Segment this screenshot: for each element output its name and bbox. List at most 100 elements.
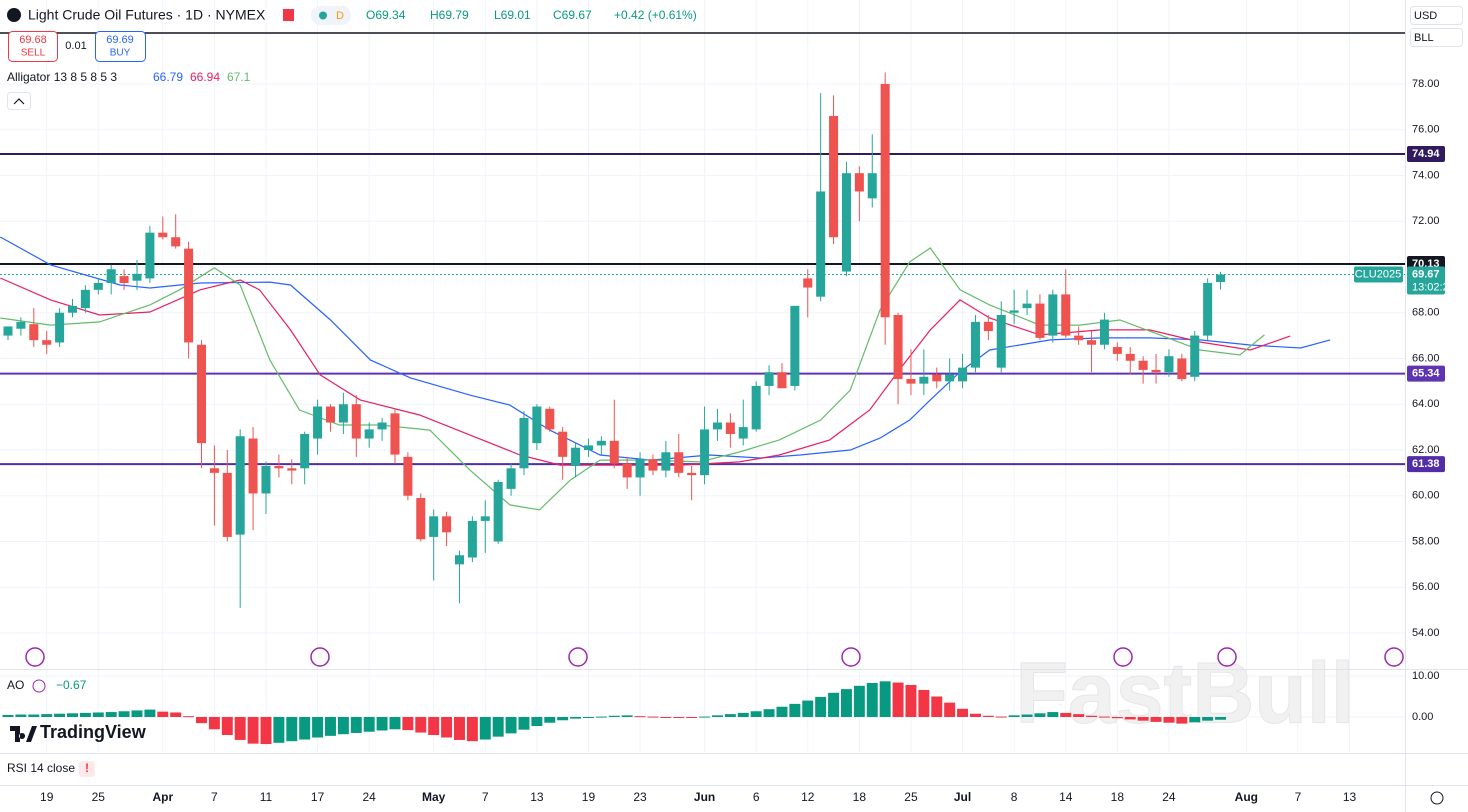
ao-bar xyxy=(737,712,749,717)
candle-body xyxy=(184,248,194,343)
alligator-label: Alligator 13 8 5 8 5 3 xyxy=(7,70,117,84)
ao-bar xyxy=(750,711,762,717)
x-tick-label: 13 xyxy=(530,790,544,804)
ao-bar xyxy=(144,709,156,717)
event-marker[interactable] xyxy=(25,647,45,667)
candle-body xyxy=(558,431,568,457)
collapse-button[interactable] xyxy=(7,92,31,110)
level-tag xyxy=(1407,145,1445,162)
candle-body xyxy=(1112,347,1122,354)
candle-body xyxy=(880,83,890,318)
candle-body xyxy=(1074,335,1084,341)
candle-body xyxy=(1125,353,1135,361)
ao-bar xyxy=(350,716,362,733)
event-marker[interactable] xyxy=(310,647,330,667)
rsi-alert-box[interactable] xyxy=(79,761,95,777)
ao-bar xyxy=(324,716,336,736)
ao-bar xyxy=(221,716,233,736)
candle-body xyxy=(571,447,581,466)
currency-box[interactable] xyxy=(1410,6,1463,25)
ao-bar xyxy=(866,682,878,717)
ao-bar xyxy=(853,685,865,717)
candle-body xyxy=(519,417,529,469)
ao-bar xyxy=(157,711,169,717)
ao-bar xyxy=(518,716,530,730)
event-marker[interactable] xyxy=(1217,647,1237,667)
ao-bar xyxy=(118,711,130,717)
candle-body xyxy=(725,422,735,434)
candle-body xyxy=(1022,303,1032,309)
ao-bar xyxy=(660,716,672,718)
ao-bar xyxy=(312,716,324,738)
candle-body xyxy=(351,404,361,439)
candle-body xyxy=(287,468,297,471)
axes: 19 25 Apr 7 11 17 24 May 7 13 19 23 Jun 6 12 18 25 Jul 8 14… xyxy=(40,78,1440,804)
flag-icon[interactable] xyxy=(283,9,294,21)
x-tick-label: Apr xyxy=(152,790,173,804)
event-marker[interactable] xyxy=(1113,647,1133,667)
ao-bar xyxy=(299,716,311,740)
ao-bar xyxy=(905,685,917,717)
candle-body xyxy=(42,340,52,345)
ao-bar xyxy=(286,716,298,742)
event-marker[interactable] xyxy=(568,647,588,667)
x-tick-label: 19 xyxy=(40,790,54,804)
candles xyxy=(3,72,1226,608)
alligator-legend: 66.79 66.94 67.1 xyxy=(153,70,251,84)
candle-body xyxy=(235,436,245,535)
sell-button[interactable] xyxy=(8,31,58,62)
x-tick-label: Jun xyxy=(694,790,715,804)
candle-body xyxy=(1164,356,1174,373)
ao-bar xyxy=(363,716,375,732)
ao-bar xyxy=(544,716,556,723)
candle-body xyxy=(738,427,748,439)
candle-body xyxy=(712,422,722,430)
event-marker[interactable] xyxy=(841,647,861,667)
ao-bar xyxy=(1202,716,1214,721)
y-tick-label: 54.00 xyxy=(1412,627,1440,639)
candle-body xyxy=(274,465,284,469)
symbol-icon xyxy=(7,8,21,22)
ao-bar xyxy=(273,716,285,743)
ao-bar xyxy=(479,716,491,740)
ao-bar xyxy=(196,716,207,724)
y-tick-label: 64.00 xyxy=(1412,398,1440,410)
candle-body xyxy=(1190,335,1200,377)
alligator-value: 66.94 xyxy=(190,70,220,84)
x-tick-label: 12 xyxy=(801,790,815,804)
x-tick-label: 24 xyxy=(363,790,377,804)
candle-body xyxy=(622,463,632,478)
ao-bar xyxy=(1021,714,1033,717)
candle-body xyxy=(55,312,65,343)
ao-bar xyxy=(1034,713,1046,717)
ao-bar xyxy=(686,716,698,718)
ao-bar xyxy=(183,716,195,718)
ao-bar xyxy=(969,713,981,717)
candle-body xyxy=(1087,340,1097,345)
x-tick-label: 14 xyxy=(1059,790,1073,804)
buy-button[interactable] xyxy=(95,31,146,62)
ao-bar xyxy=(570,716,582,719)
settings-icon[interactable] xyxy=(1430,791,1444,805)
candle-body xyxy=(1099,319,1109,345)
event-marker[interactable] xyxy=(1384,647,1404,667)
symbol-tag xyxy=(1354,266,1403,283)
ao-bar xyxy=(376,716,388,731)
candle-body xyxy=(906,379,916,384)
chart-title: Light Crude Oil Futures · 1D · NYMEX xyxy=(28,7,266,23)
ao-bar xyxy=(208,716,220,730)
level-tag-text: 61.38 xyxy=(1412,458,1440,470)
candle-body xyxy=(596,440,606,446)
ao-bar xyxy=(1086,715,1098,717)
unit-box[interactable] xyxy=(1410,28,1463,47)
candle-body xyxy=(158,232,168,238)
ao-bar xyxy=(1189,716,1201,723)
watermark: FastBull xyxy=(1015,646,1354,742)
ao-icon[interactable] xyxy=(32,679,46,693)
currency: USD xyxy=(1414,10,1437,22)
ao-bar xyxy=(1073,714,1085,717)
sell-label: SELL xyxy=(21,48,46,59)
ohlc-high: H69.79 xyxy=(430,8,469,22)
candle-body xyxy=(854,173,864,192)
